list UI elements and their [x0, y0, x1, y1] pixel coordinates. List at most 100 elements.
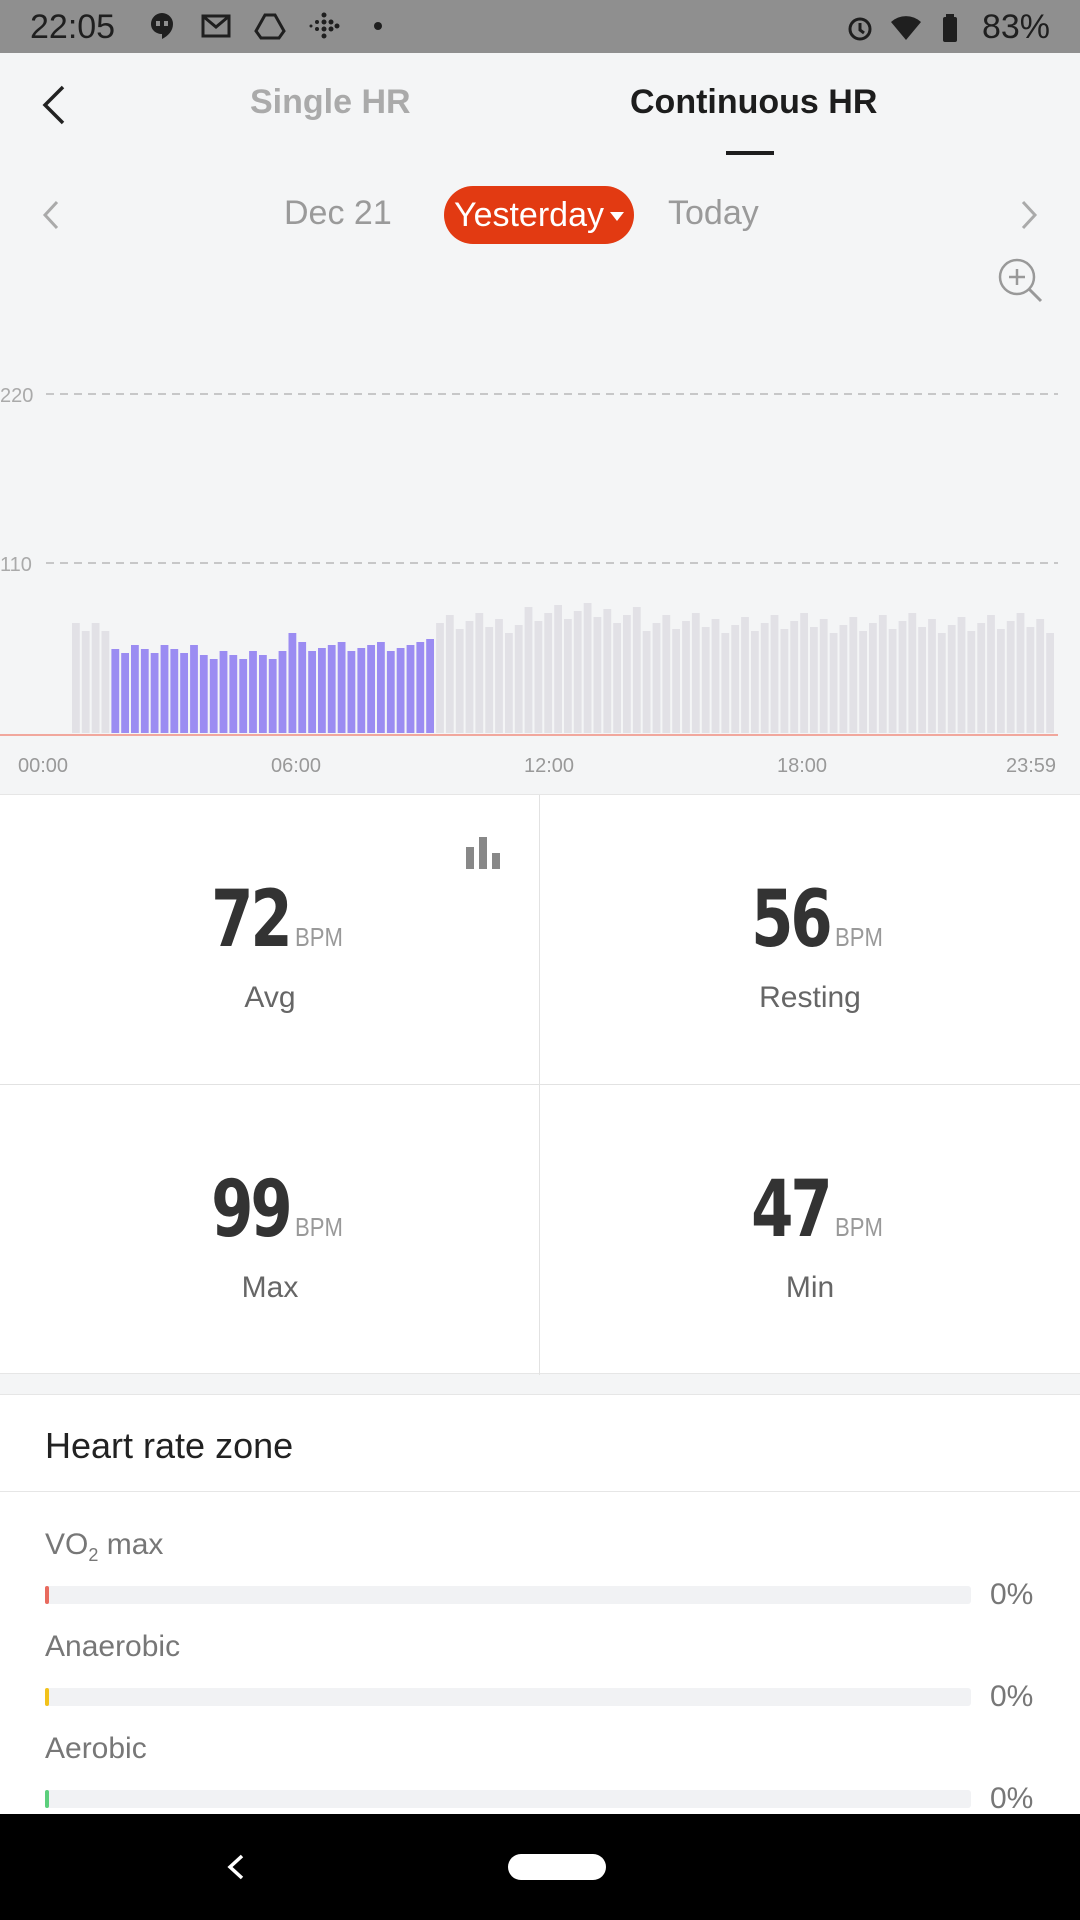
system-icons: 83%	[844, 8, 1050, 47]
hr-bar	[928, 619, 936, 733]
zone-bar-track	[45, 1688, 971, 1706]
hr-bar	[524, 607, 533, 733]
status-bar: 22:05 83%	[0, 0, 1080, 53]
min-value: 47	[750, 1165, 833, 1255]
hr-bar	[918, 627, 926, 733]
zoom-in-icon[interactable]	[996, 256, 1044, 304]
hr-bar	[760, 623, 769, 733]
tab-single-hr[interactable]: Single HR	[250, 83, 411, 121]
hr-bar	[357, 648, 366, 733]
fitbit-icon	[309, 12, 340, 39]
hr-bar	[711, 619, 720, 733]
y-tick-110: 110	[0, 554, 32, 576]
hr-bar	[436, 623, 444, 733]
hr-bar	[121, 653, 129, 733]
hr-bar	[229, 655, 238, 733]
date-dec-21[interactable]: Dec 21	[284, 194, 392, 232]
hr-bar	[495, 619, 503, 733]
date-today[interactable]: Today	[668, 194, 759, 232]
hr-bar	[111, 649, 120, 733]
hr-bar	[1026, 627, 1035, 733]
hr-bar	[544, 613, 553, 733]
hr-bar	[642, 631, 651, 733]
hangouts-icon	[151, 13, 173, 39]
drive-icon	[254, 13, 286, 40]
zone-list: VO2 max 0% Anaerobic 0% Aerobic 0%	[0, 1492, 1080, 1815]
y-tick-220: 220	[0, 385, 33, 407]
zone-name: Aerobic	[45, 1732, 147, 1765]
zone-percent: 0%	[990, 1680, 1034, 1713]
hr-bar	[465, 621, 474, 733]
battery-percent: 83%	[981, 8, 1050, 46]
hr-bar	[554, 605, 562, 733]
dot-icon	[374, 22, 382, 30]
bar-chart-icon[interactable]	[464, 835, 504, 871]
min-unit: BPM	[835, 1212, 883, 1242]
hr-bar	[721, 633, 730, 733]
hr-bar	[790, 621, 799, 733]
hr-bar	[859, 631, 867, 733]
next-date-button[interactable]	[1004, 190, 1054, 240]
hr-bar	[278, 651, 287, 733]
hr-bar	[987, 615, 995, 733]
hr-bar	[131, 645, 139, 733]
hr-bar	[150, 653, 159, 733]
divider-horizontal	[0, 1084, 1080, 1085]
hr-bar	[603, 609, 612, 733]
stat-min: 47 BPM Min	[540, 1085, 1080, 1375]
hr-bar	[701, 627, 710, 733]
date-yesterday-selector[interactable]: Yesterday	[444, 186, 634, 244]
zone-bar-track	[45, 1790, 971, 1808]
hr-bar	[259, 655, 267, 733]
hr-bar	[416, 642, 425, 733]
tab-continuous-hr[interactable]: Continuous HR	[630, 83, 878, 121]
avg-label: Avg	[244, 981, 296, 1014]
hr-bar	[426, 639, 434, 733]
hr-bar	[318, 648, 326, 733]
divider-vertical	[539, 795, 540, 1375]
hr-bar	[170, 649, 179, 733]
zone-name-text: VO	[45, 1528, 89, 1561]
hr-bar	[662, 615, 671, 733]
hr-bar	[573, 611, 582, 733]
nav-home-pill[interactable]	[508, 1854, 606, 1880]
zone-item-aerobic: Aerobic 0%	[0, 1732, 1080, 1832]
hr-bar	[682, 621, 690, 733]
hr-bar	[485, 627, 494, 733]
nav-back-icon[interactable]	[214, 1844, 260, 1890]
back-button[interactable]	[24, 75, 84, 135]
hr-bar	[455, 629, 464, 733]
hr-bar	[298, 642, 307, 733]
zone-title: Heart rate zone	[45, 1425, 294, 1466]
max-value: 99	[210, 1165, 293, 1255]
resting-label: Resting	[759, 981, 861, 1014]
hr-bar	[180, 653, 188, 733]
previous-date-button[interactable]	[26, 190, 76, 240]
hr-bar	[377, 642, 385, 733]
hr-bar	[1016, 613, 1025, 733]
zone-percent: 0%	[990, 1782, 1034, 1815]
hr-bar	[160, 645, 169, 733]
hr-bar	[849, 617, 858, 733]
hr-bar	[505, 633, 513, 733]
hr-bar	[190, 645, 198, 733]
hr-bar	[652, 623, 661, 733]
hr-bar	[1036, 619, 1045, 733]
hr-bar	[997, 629, 1005, 733]
hr-bar	[810, 627, 818, 733]
hr-bar	[869, 623, 877, 733]
caret-down-icon	[609, 211, 624, 221]
system-nav-bar	[0, 1814, 1080, 1920]
status-time: 22:05	[30, 8, 116, 46]
hr-bar	[209, 659, 218, 733]
active-tab-indicator	[726, 151, 774, 155]
chevron-right-icon	[1021, 200, 1038, 230]
hr-bar	[347, 651, 356, 733]
hr-bar	[751, 631, 759, 733]
date-navigator: Dec 21 Yesterday Today	[0, 180, 1080, 250]
x-tick-0600: 06:00	[271, 755, 321, 777]
hr-bar	[947, 625, 956, 733]
stat-max: 99 BPM Max	[0, 1085, 540, 1375]
stat-avg: 72 BPM Avg	[0, 795, 540, 1085]
hr-bar	[770, 615, 779, 733]
